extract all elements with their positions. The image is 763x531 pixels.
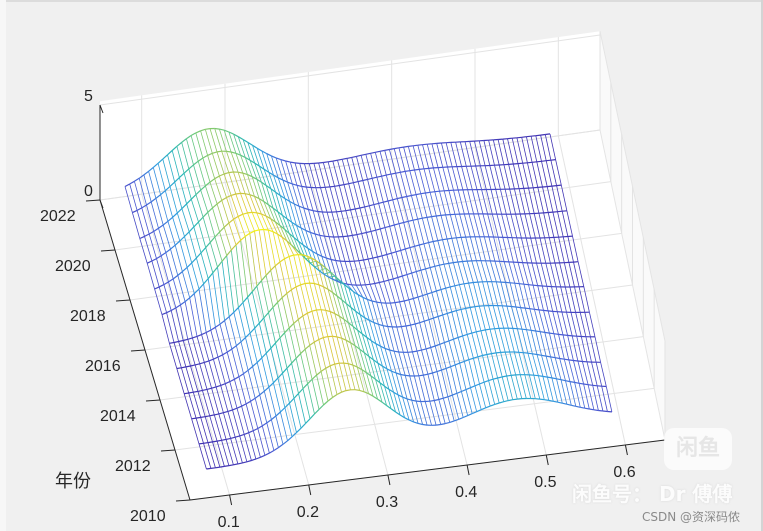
y-tick-label: 2012 [115, 458, 151, 475]
window-top-border [0, 0, 763, 2]
z-tick-label: 5 [84, 88, 93, 105]
x-tick-label: 0.3 [376, 494, 398, 511]
window-right-border [761, 0, 763, 531]
x-tick-label: 0.5 [534, 474, 556, 491]
x-tick-label: 0.1 [218, 514, 240, 531]
y-tick-label: 2022 [40, 208, 76, 225]
x-tick-label: 0.6 [613, 464, 635, 481]
x-tick-label: 0.2 [297, 504, 319, 521]
mesh-surface [124, 127, 613, 470]
y-axis-label: 年份 [55, 471, 91, 492]
watermark-csdn: CSDN @资深码侬 [642, 510, 741, 524]
tick-labels: 0.1 0.2 0.3 0.4 0.5 0.6 2010 2012 2014 2016 2018 20… [40, 88, 636, 531]
z-tick-label: 0 [84, 183, 93, 200]
watermark-badge: 闲鱼 [664, 428, 732, 470]
y-tick-label: 2020 [55, 258, 91, 275]
x-tick-label: 0.4 [455, 484, 477, 501]
y-tick-label: 2010 [130, 508, 166, 525]
y-tick-label: 2018 [70, 308, 106, 325]
y-tick-label: 2014 [100, 408, 136, 425]
y-tick-label: 2016 [85, 358, 121, 375]
watermark-text: 闲鱼号： Dr 傅傅 [572, 482, 733, 506]
window-left-border [0, 0, 6, 531]
grid-lines [99, 31, 666, 501]
